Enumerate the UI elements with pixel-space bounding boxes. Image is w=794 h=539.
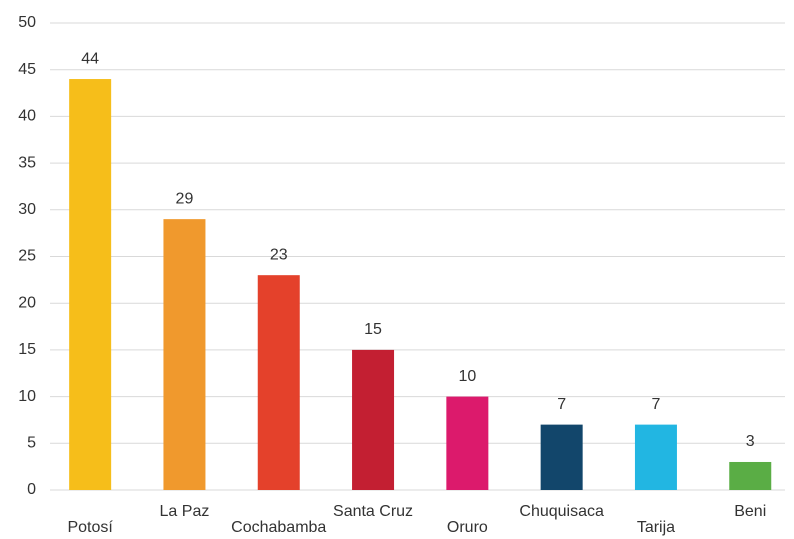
x-tick-label: Santa Cruz	[333, 503, 413, 520]
data-label: 44	[81, 50, 99, 67]
x-tick-label: Cochabamba	[231, 519, 326, 536]
bar	[446, 396, 489, 490]
data-label: 10	[458, 368, 476, 385]
y-tick-label: 25	[18, 248, 36, 265]
data-label: 7	[557, 396, 566, 413]
data-label: 3	[746, 433, 755, 450]
bar	[163, 219, 206, 490]
y-tick-label: 45	[18, 61, 36, 78]
bar	[540, 424, 583, 490]
y-tick-label: 0	[27, 481, 36, 498]
y-tick-label: 30	[18, 201, 36, 218]
y-tick-label: 40	[18, 108, 36, 125]
y-tick-label: 35	[18, 154, 36, 171]
data-label: 15	[364, 321, 382, 338]
bar	[69, 79, 112, 490]
y-tick-label: 50	[18, 14, 36, 31]
bar	[257, 275, 300, 490]
x-tick-label: La Paz	[160, 503, 210, 520]
y-tick-label: 5	[27, 435, 36, 452]
x-tick-label: Beni	[734, 503, 766, 520]
data-label: 23	[270, 246, 288, 263]
y-tick-label: 15	[18, 341, 36, 358]
x-tick-label: Tarija	[637, 519, 675, 536]
bar	[634, 424, 677, 490]
x-tick-label: Potosí	[67, 519, 113, 536]
y-tick-label: 10	[18, 388, 36, 405]
bar	[352, 349, 395, 490]
x-tick-label: Oruro	[447, 519, 488, 536]
x-tick-label: Chuquisaca	[519, 503, 604, 520]
bar	[729, 461, 772, 490]
data-label: 7	[651, 396, 660, 413]
y-tick-label: 20	[18, 294, 36, 311]
data-label: 29	[176, 190, 194, 207]
